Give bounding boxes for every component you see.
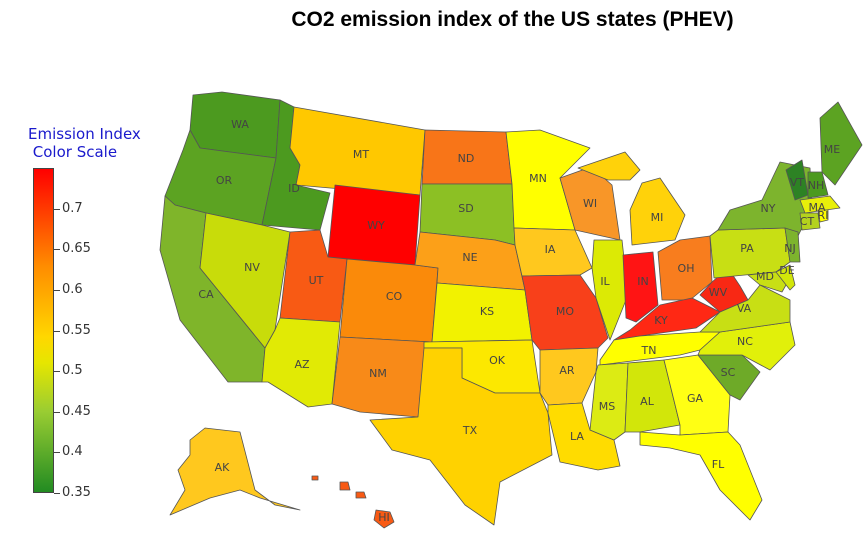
state-label-nh: NH (808, 179, 825, 192)
state-nh[interactable] (807, 171, 829, 199)
state-label-vt: VT (790, 176, 805, 189)
state-label-co: CO (386, 290, 403, 303)
color-scale-tick-label: 0.5 (62, 363, 83, 379)
state-ct[interactable] (799, 212, 821, 231)
state-label-ny: NY (761, 202, 776, 215)
state-label-mt: MT (353, 148, 369, 161)
color-scale-tick-label: 0.7 (62, 200, 83, 216)
state-label-mo: MO (556, 305, 574, 318)
state-label-nj: NJ (784, 242, 795, 255)
state-az[interactable] (261, 317, 341, 408)
state-ri[interactable] (817, 209, 829, 223)
state-label-ms: MS (599, 400, 615, 413)
state-label-tn: TN (641, 344, 657, 357)
state-label-nc: NC (737, 335, 753, 348)
state-label-de: DE (779, 264, 794, 277)
color-scale-tick (54, 452, 60, 454)
state-label-ga: GA (687, 392, 704, 405)
state-label-nd: ND (458, 152, 475, 165)
color-scale-tick (54, 493, 60, 494)
state-label-id: ID (288, 182, 300, 195)
state-label-va: VA (737, 302, 752, 315)
state-nj[interactable] (784, 227, 801, 263)
color-scale-title: Emission Index Color Scale (28, 125, 141, 161)
state-label-az: AZ (294, 358, 310, 371)
state-label-ut: UT (309, 274, 324, 287)
state-label-tx: TX (462, 424, 478, 437)
state-label-nm: NM (369, 367, 387, 380)
color-scale-tick-label: 0.45 (62, 403, 91, 419)
state-nm[interactable] (331, 336, 433, 418)
state-ma[interactable] (799, 195, 841, 214)
color-scale-tick-label: 0.35 (62, 485, 91, 500)
state-label-ne: NE (462, 251, 477, 264)
state-in[interactable] (622, 251, 659, 323)
state-label-hi: HI (378, 511, 390, 524)
state-al[interactable] (624, 359, 681, 433)
state-label-nv: NV (244, 261, 260, 274)
state-label-al: AL (640, 395, 655, 408)
state-label-sd: SD (458, 202, 473, 215)
state-la[interactable] (547, 402, 621, 471)
state-label-ct: CT (800, 215, 815, 228)
state-label-ar: AR (559, 364, 575, 377)
color-scale-tick-label: 0.55 (62, 322, 91, 338)
state-label-md: MD (756, 270, 774, 283)
state-label-ma: MA (808, 201, 825, 214)
state-label-mi: MI (651, 211, 664, 224)
state-label-ia: IA (545, 243, 556, 256)
chart-title: CO2 emission index of the US states (PHE… (291, 8, 734, 31)
state-fl[interactable] (639, 431, 763, 521)
color-scale-tick (54, 330, 60, 332)
state-label-wi: WI (583, 197, 597, 210)
state-label-mn: MN (529, 172, 547, 185)
state-de[interactable] (775, 264, 796, 291)
state-label-ks: KS (480, 305, 494, 318)
state-label-il: IL (600, 275, 610, 288)
color-scale-tick (54, 249, 60, 251)
state-label-ak: AK (215, 461, 231, 474)
color-scale-bar (33, 168, 54, 493)
state-label-sc: SC (721, 366, 736, 379)
state-label-fl: FL (712, 458, 725, 471)
state-me[interactable] (819, 101, 863, 186)
state-label-in: IN (637, 275, 648, 288)
color-scale-tick (54, 411, 60, 413)
state-va[interactable] (699, 284, 791, 333)
state-label-wy: WY (367, 219, 385, 232)
state-label-or: OR (216, 174, 233, 187)
state-label-me: ME (824, 143, 840, 156)
state-label-oh: OH (678, 262, 695, 275)
state-tx[interactable] (369, 347, 553, 526)
state-mi[interactable] (577, 151, 686, 246)
state-label-ri: RI (818, 209, 829, 222)
state-label-ky: KY (654, 314, 668, 327)
color-scale-tick (54, 208, 60, 210)
state-hi[interactable] (311, 475, 395, 529)
state-label-ok: OK (489, 354, 506, 367)
state-label-wv: WV (709, 286, 728, 299)
color-scale-tick-label: 0.6 (62, 281, 83, 297)
state-il[interactable] (591, 239, 629, 341)
color-scale-tick-label: 0.65 (62, 241, 91, 257)
state-ak[interactable] (169, 427, 301, 516)
state-label-la: LA (570, 430, 584, 443)
state-label-ca: CA (198, 288, 214, 301)
color-scale-tick (54, 371, 60, 373)
color-scale-tick-label: 0.4 (62, 444, 83, 460)
color-scale-tick (54, 289, 60, 291)
state-ky[interactable] (613, 297, 721, 341)
state-label-wa: WA (231, 118, 249, 131)
state-label-pa: PA (740, 242, 754, 255)
